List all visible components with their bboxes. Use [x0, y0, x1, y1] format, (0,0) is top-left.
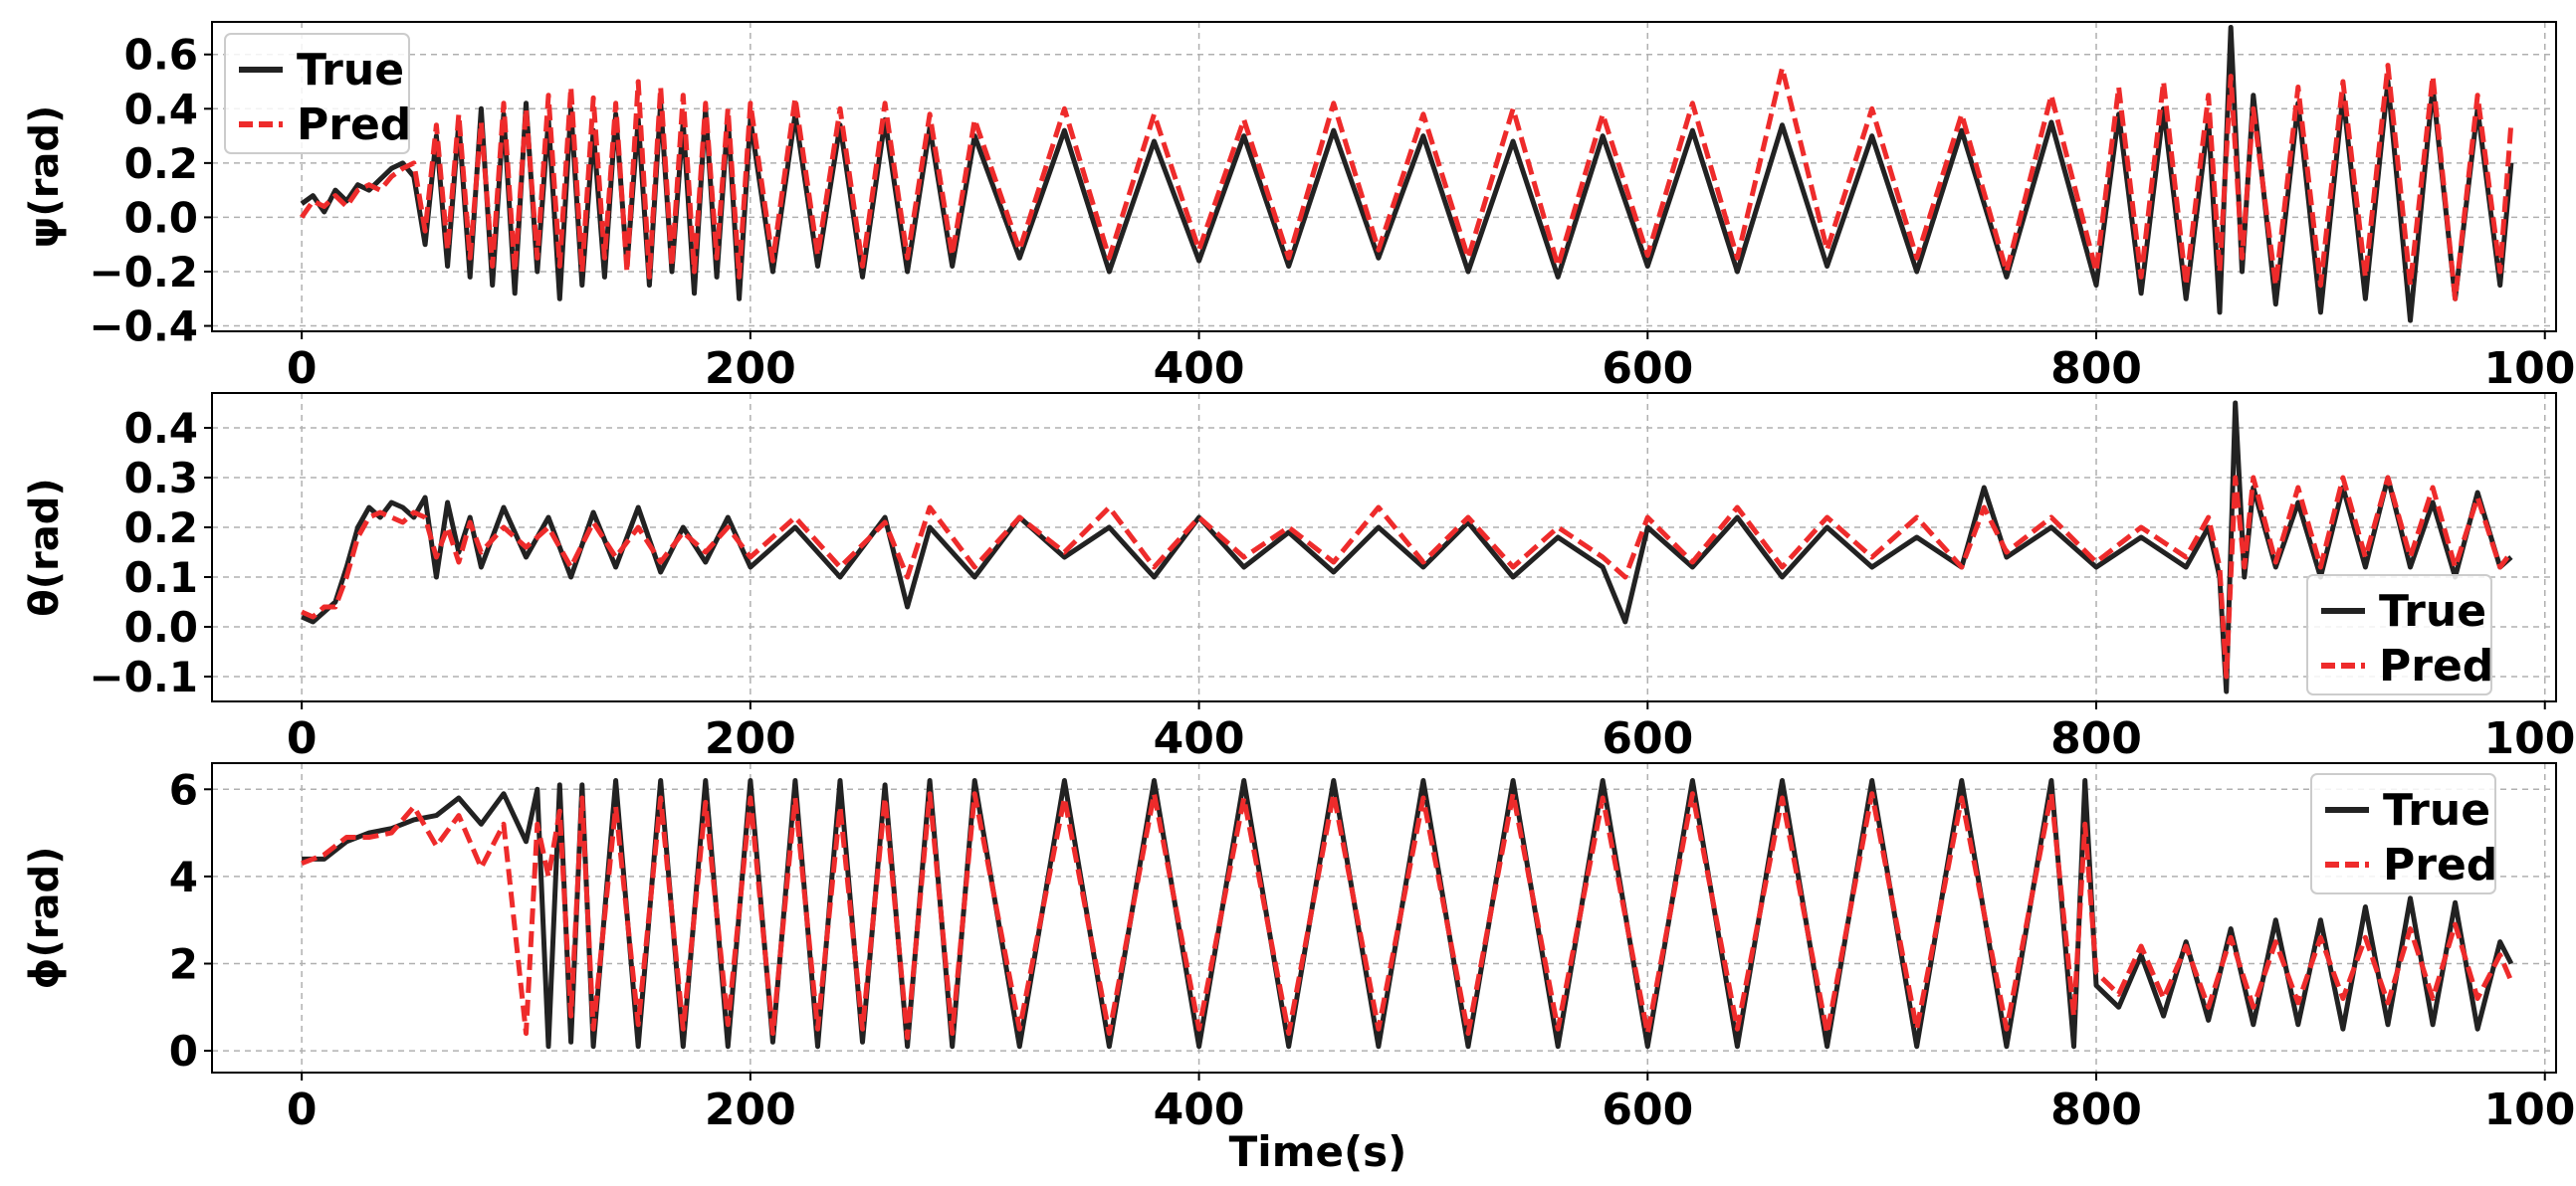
x-tick-label: 800 [2050, 343, 2142, 394]
x-tick-label: 200 [705, 713, 796, 764]
y-tick-label: 0.1 [124, 553, 198, 602]
series-line-pred [300, 63, 2514, 301]
y-axis-label: ψ(rad) [22, 105, 68, 249]
plot-frame [211, 21, 2557, 332]
plot-frame [211, 762, 2557, 1074]
plot-frame [211, 392, 2557, 702]
series-line-true [301, 400, 2513, 694]
y-axis-label: ϕ(rad) [22, 847, 68, 990]
series-line-pred [301, 791, 2514, 1041]
y-tick-label: 0.4 [124, 85, 198, 133]
y-tick-label: 0.2 [124, 503, 198, 552]
y-tick-label: 4 [169, 853, 198, 901]
x-tick-label: 600 [1602, 713, 1693, 764]
y-tick-label: −0.2 [89, 248, 198, 296]
y-tick-label: 6 [169, 765, 198, 814]
x-tick-label: 800 [2050, 1085, 2142, 1135]
legend-label-true: True [297, 45, 404, 96]
legend-label-true: True [2379, 586, 2486, 637]
x-axis-label: Time(s) [1229, 1127, 1407, 1176]
legend-label-pred: Pred [2383, 840, 2497, 890]
y-tick-label: 0.2 [124, 139, 198, 188]
y-tick-label: 2 [169, 939, 198, 988]
x-tick-label: 0 [287, 343, 318, 394]
y-tick-label: 0.4 [124, 404, 198, 453]
x-tick-label: 400 [1154, 713, 1245, 764]
x-tick-label: 0 [287, 1085, 318, 1135]
legend-label-pred: Pred [2379, 641, 2493, 692]
x-tick-label: 200 [705, 1085, 796, 1135]
subplots: 02004006008001000−0.4−0.20.00.20.40.6ψ(r… [22, 21, 2576, 1135]
series-line-pred [301, 475, 2513, 680]
legend-label-pred: Pred [297, 99, 411, 150]
y-tick-label: 0.0 [124, 603, 198, 652]
x-tick-label: 600 [1602, 343, 1693, 394]
x-tick-label: 400 [1154, 343, 1245, 394]
y-tick-label: 0.0 [124, 193, 198, 242]
legend-label-true: True [2383, 785, 2490, 836]
x-tick-label: 0 [287, 713, 318, 764]
x-tick-label: 400 [1154, 1085, 1245, 1135]
x-tick-label: 600 [1602, 1085, 1693, 1135]
y-tick-label: 0.3 [124, 454, 198, 502]
x-tick-label: 200 [705, 343, 796, 394]
series-line-true [302, 778, 2514, 1050]
y-tick-label: −0.1 [89, 653, 198, 701]
y-tick-label: 0.6 [124, 31, 198, 80]
y-axis-label: θ(rad) [22, 478, 68, 616]
y-tick-label: 0 [169, 1027, 198, 1076]
y-tick-label: −0.4 [89, 302, 198, 351]
x-tick-label: 800 [2050, 713, 2142, 764]
